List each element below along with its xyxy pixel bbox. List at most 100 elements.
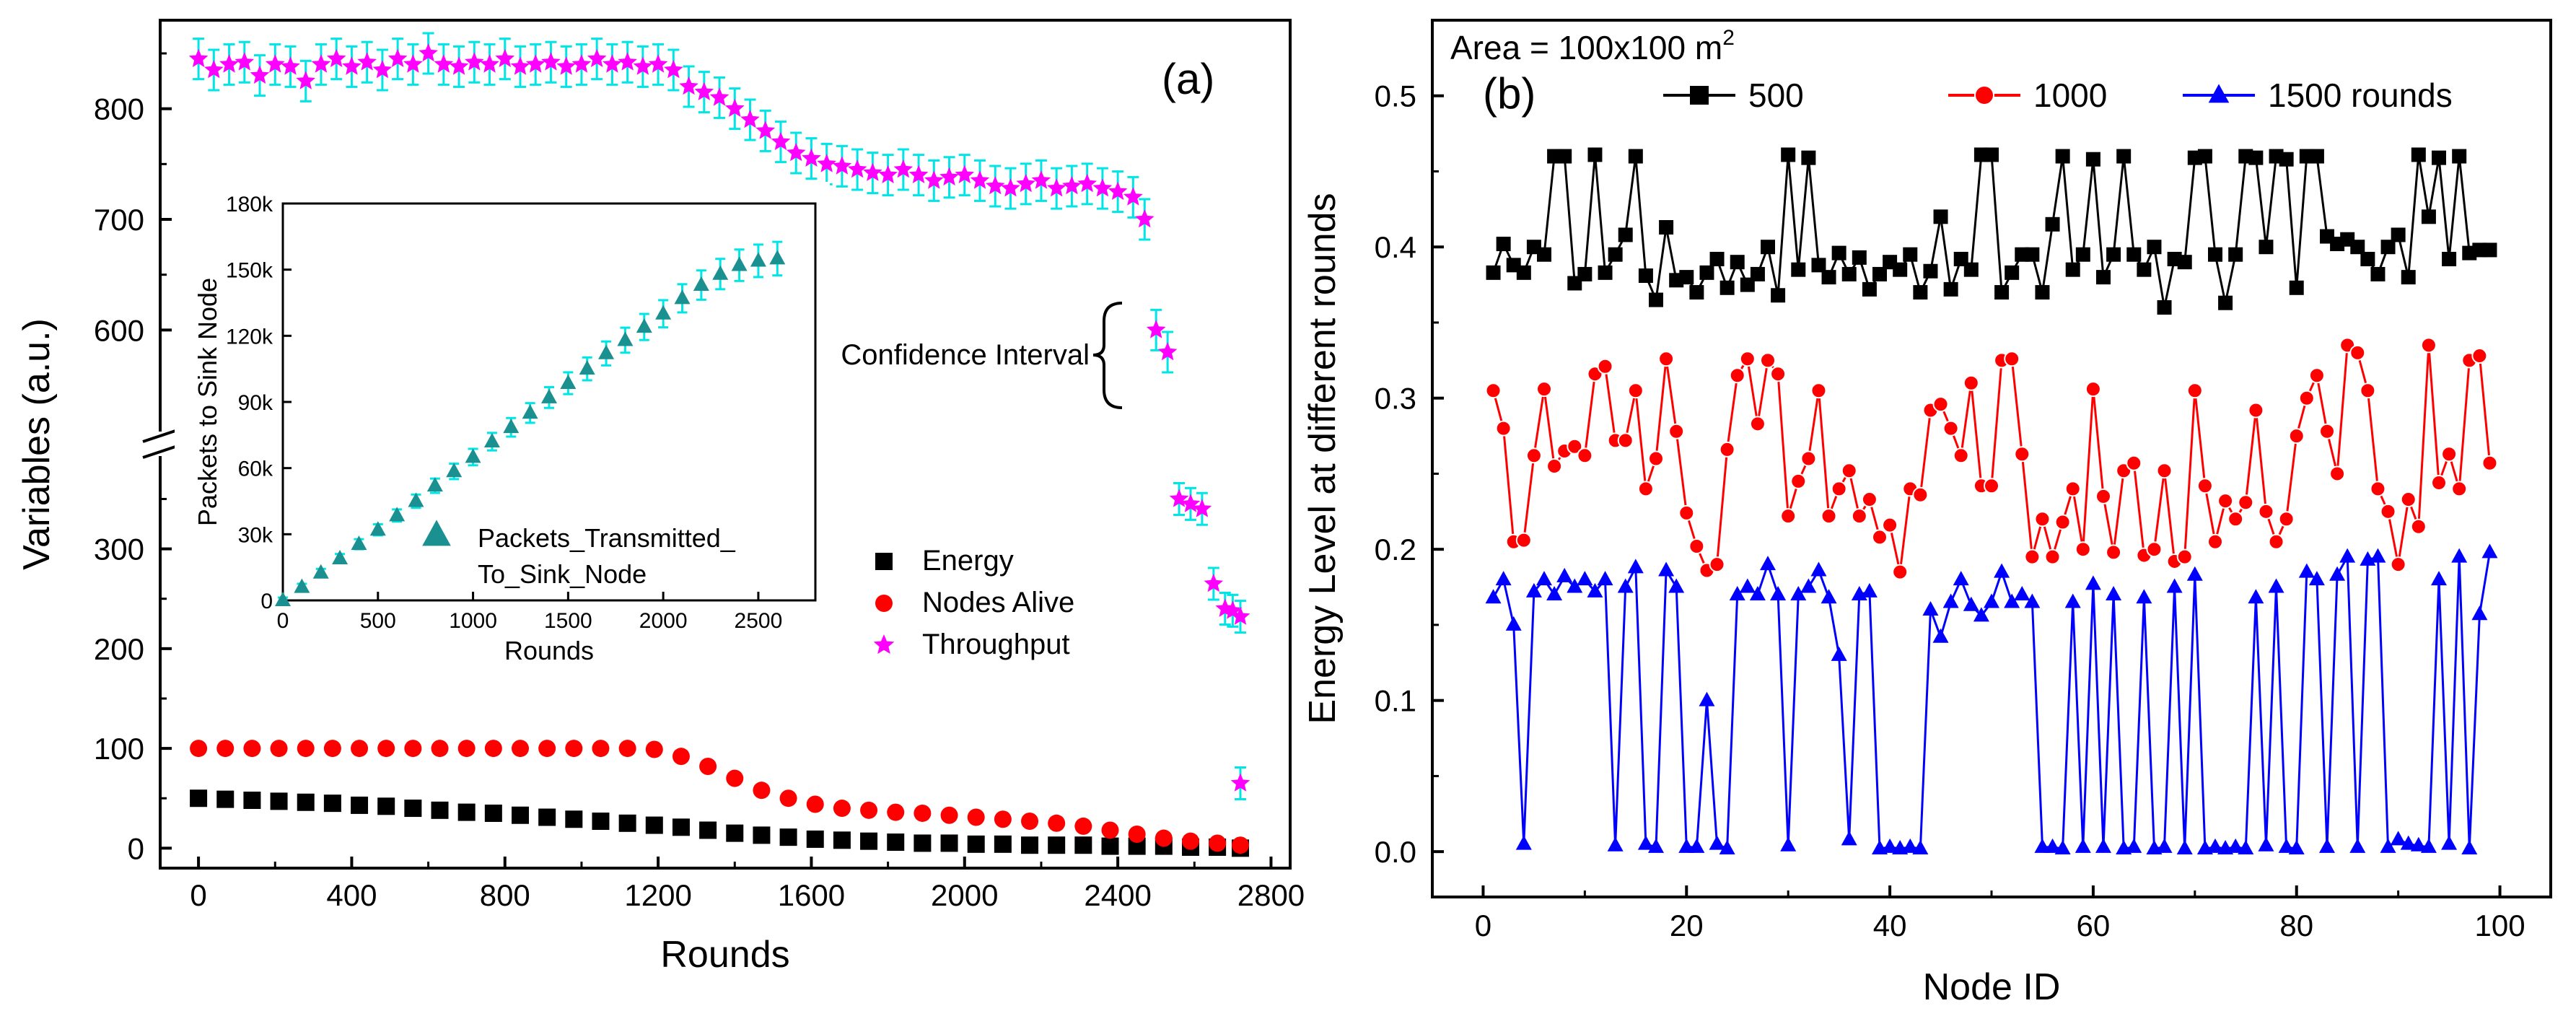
data-point-1000 bbox=[1810, 382, 1827, 399]
inset-data-point bbox=[712, 265, 729, 280]
data-point-1000 bbox=[2431, 475, 2447, 491]
data-point-500 bbox=[2157, 300, 2172, 315]
inset-y-tick-label: 150k bbox=[226, 259, 273, 283]
data-point-500 bbox=[2035, 285, 2050, 300]
data-point-1000 bbox=[2441, 446, 2458, 463]
data-point-throughput bbox=[342, 56, 362, 75]
inset-x-axis-label: Rounds bbox=[504, 636, 594, 665]
y-tick-label: 100 bbox=[94, 732, 144, 766]
data-point-1500-rounds bbox=[1810, 561, 1827, 577]
data-point-1500-rounds bbox=[2481, 543, 2498, 559]
data-point-1500-rounds bbox=[1607, 836, 1624, 852]
inset-data-point bbox=[750, 252, 766, 267]
x-tick-label: 2800 bbox=[1237, 878, 1305, 912]
data-point-1000 bbox=[1932, 396, 1949, 413]
data-point-1500-rounds bbox=[1963, 596, 1979, 611]
data-point-energy bbox=[914, 834, 932, 852]
data-point-1000 bbox=[2258, 503, 2274, 520]
data-point-500 bbox=[1638, 268, 1653, 284]
data-point-1500-rounds bbox=[1668, 578, 1685, 593]
data-point-1000 bbox=[1790, 473, 1807, 489]
data-point-energy bbox=[1101, 837, 1119, 855]
data-point-1000 bbox=[2126, 455, 2142, 471]
data-point-1500-rounds bbox=[1485, 589, 1502, 604]
data-point-throughput bbox=[985, 176, 1005, 195]
data-point-throughput bbox=[679, 76, 698, 95]
data-point-500 bbox=[2289, 280, 2304, 295]
data-point-nodes-alive bbox=[1101, 821, 1119, 839]
data-point-throughput bbox=[924, 170, 944, 189]
data-point-1500-rounds bbox=[1597, 571, 1613, 586]
data-point-1500-rounds bbox=[1587, 582, 1603, 598]
data-point-energy bbox=[190, 789, 208, 808]
data-point-1000 bbox=[1729, 367, 1745, 384]
data-point-throughput bbox=[618, 52, 637, 71]
data-point-1500-rounds bbox=[2420, 838, 2437, 853]
data-point-1500-rounds bbox=[1760, 556, 1776, 571]
data-point-throughput bbox=[1046, 178, 1066, 197]
data-point-1500-rounds bbox=[2085, 575, 2101, 590]
data-point-500 bbox=[2126, 247, 2142, 262]
data-point-1500-rounds bbox=[2400, 835, 2417, 850]
panel-a: 0 400 800 1200 1600 2000 2400 2800 0 100 200 300 600… bbox=[16, 19, 1305, 976]
data-point-energy bbox=[940, 834, 958, 852]
data-point-throughput bbox=[480, 54, 499, 73]
data-point-throughput bbox=[1077, 173, 1097, 193]
legend-marker-b bbox=[1690, 86, 1709, 105]
y-axis-label-b: Energy Level at different rounds bbox=[1302, 193, 1344, 724]
data-point-1500-rounds bbox=[1505, 616, 1522, 631]
inset-data-point bbox=[541, 388, 557, 403]
data-point-throughput bbox=[281, 56, 300, 75]
data-point-1500-rounds bbox=[2471, 605, 2488, 621]
brace bbox=[1092, 302, 1123, 409]
data-point-nodes-alive bbox=[1209, 834, 1227, 852]
data-point-nodes-alive bbox=[887, 803, 905, 821]
data-point-throughput bbox=[296, 71, 315, 89]
legend-label: Energy bbox=[922, 545, 1014, 577]
data-point-nodes-alive bbox=[190, 740, 208, 758]
inset-y-axis-label: Packets to Sink Node bbox=[193, 278, 222, 526]
data-point-throughput bbox=[372, 60, 393, 79]
panel-a-inset: 0 500 1000 1500 2000 2500 0 30k 60k 90k 120k 150k 18… bbox=[175, 182, 830, 723]
data-point-1000 bbox=[2420, 337, 2437, 354]
data-point-throughput bbox=[1123, 187, 1143, 206]
data-point-1500-rounds bbox=[2186, 566, 2203, 581]
data-point-1500-rounds bbox=[1821, 589, 1837, 604]
data-point-throughput bbox=[235, 52, 255, 71]
data-point-1000 bbox=[1627, 382, 1644, 399]
x-tick-label: 2000 bbox=[931, 878, 998, 912]
data-point-500 bbox=[1913, 285, 1928, 300]
data-point-500 bbox=[1831, 245, 1846, 261]
data-point-nodes-alive bbox=[484, 740, 502, 758]
data-point-1000 bbox=[2329, 465, 2346, 482]
data-point-1000 bbox=[2217, 493, 2234, 509]
data-point-1500-rounds bbox=[1790, 586, 1807, 601]
data-point-energy bbox=[887, 833, 905, 852]
data-point-500 bbox=[1821, 270, 1836, 285]
data-point-500 bbox=[1689, 285, 1704, 300]
data-point-1500-rounds bbox=[1932, 628, 1949, 643]
data-point-throughput bbox=[832, 156, 852, 175]
data-point-500 bbox=[2452, 149, 2467, 164]
data-point-1000 bbox=[1760, 352, 1776, 369]
data-point-1500-rounds bbox=[1536, 571, 1552, 586]
data-point-throughput bbox=[1157, 342, 1178, 361]
data-point-1500-rounds bbox=[1994, 563, 2010, 578]
legend-label-b: 1500 rounds bbox=[2268, 76, 2453, 114]
data-point-500 bbox=[2085, 152, 2100, 167]
legend-label-b: 1000 bbox=[2033, 76, 2107, 114]
data-point-500 bbox=[2116, 149, 2132, 164]
data-point-500 bbox=[1577, 266, 1593, 281]
data-point-1000 bbox=[2238, 494, 2254, 511]
data-point-nodes-alive bbox=[1181, 832, 1199, 850]
data-point-throughput bbox=[357, 52, 377, 71]
data-point-1000 bbox=[1984, 478, 1999, 494]
legend-marker-b bbox=[1974, 85, 1994, 105]
data-point-1000 bbox=[2156, 463, 2173, 479]
data-point-energy bbox=[592, 813, 610, 831]
data-point-500 bbox=[2279, 152, 2294, 167]
data-point-500 bbox=[2177, 255, 2192, 270]
data-point-500 bbox=[2005, 265, 2020, 280]
data-point-1500-rounds bbox=[2024, 593, 2041, 608]
data-point-1000 bbox=[1882, 517, 1898, 533]
